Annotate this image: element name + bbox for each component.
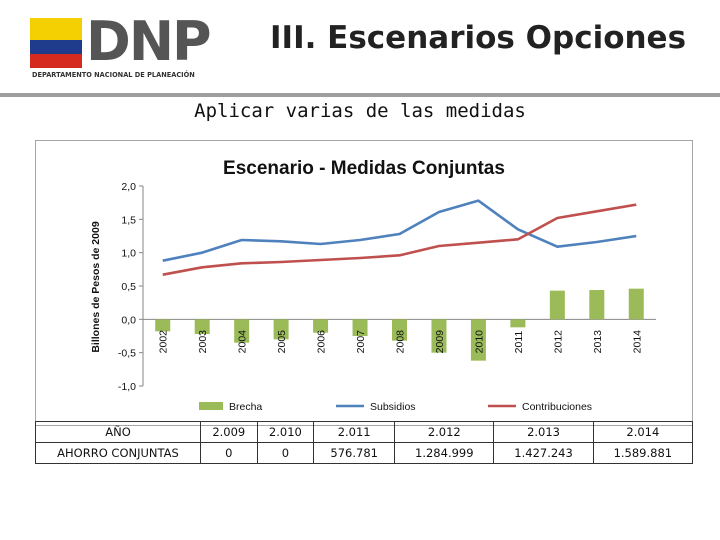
table-cell: 2.011 — [313, 421, 396, 443]
table-cell: 2.012 — [394, 421, 495, 443]
x-tick-label: 2004 — [237, 330, 249, 354]
bar-brecha — [628, 288, 644, 320]
table-cell: 1.589.881 — [592, 442, 694, 464]
x-tick-label: 2014 — [631, 330, 643, 354]
x-tick-label: 2002 — [158, 330, 170, 354]
table-cell: 2.013 — [493, 421, 594, 443]
bar-brecha — [313, 319, 329, 333]
x-tick-label: 2008 — [395, 330, 407, 354]
y-tick-label: 2,0 — [121, 181, 136, 193]
chart: Escenario - Medidas Conjuntas Billones d… — [90, 158, 656, 413]
colombia-flag-icon — [30, 18, 82, 68]
y-tick-label: 0,0 — [121, 314, 136, 326]
slide-subtitle: Aplicar varias de las medidas — [194, 100, 526, 122]
dnp-logo: DNP DEPARTAMENTO NACIONAL DE PLANEACIÓN — [30, 10, 230, 86]
header-divider — [0, 93, 720, 97]
bar-brecha — [470, 319, 486, 361]
table-cell: 1.427.243 — [493, 442, 594, 464]
x-tick-label: 2013 — [592, 330, 604, 354]
bar-brecha — [273, 319, 289, 340]
legend-label: Subsidios — [370, 401, 416, 413]
bar-brecha — [510, 319, 526, 328]
table-cell: 2.009 — [200, 421, 258, 443]
logo-subtitle: DEPARTAMENTO NACIONAL DE PLANEACIÓN — [32, 71, 195, 79]
bar-brecha — [194, 319, 210, 334]
table-cell: 2.014 — [592, 421, 694, 443]
bar-brecha — [431, 319, 447, 353]
bar-brecha — [234, 319, 250, 343]
y-tick-label: 1,5 — [121, 214, 136, 226]
x-tick-label: 2009 — [434, 330, 446, 354]
table-cell: 1.284.999 — [394, 442, 495, 464]
line-contribuciones — [162, 203, 637, 276]
chart-title: Escenario - Medidas Conjuntas — [223, 158, 505, 179]
y-tick-label: 0,5 — [121, 281, 136, 293]
savings-table: AÑO 2.009 2.010 2.011 2.012 2.013 2.014 … — [35, 421, 694, 464]
y-tick-label: -0,5 — [118, 348, 136, 360]
x-tick-label: 2007 — [355, 330, 367, 354]
slide-title: III. Escenarios Opciones — [270, 20, 687, 56]
chart-container: Escenario - Medidas Conjuntas Billones d… — [35, 140, 693, 426]
x-tick-label: 2011 — [513, 331, 525, 354]
y-tick-label: 1,0 — [121, 248, 136, 260]
table-cell: 0 — [256, 442, 315, 464]
table-row: AHORRO CONJUNTAS 0 0 576.781 1.284.999 1… — [35, 442, 694, 464]
table-cell: 0 — [200, 442, 258, 464]
table-cell: 2.010 — [256, 421, 315, 443]
slide-header: DNP DEPARTAMENTO NACIONAL DE PLANEACIÓN … — [0, 0, 720, 95]
bar-brecha — [155, 319, 171, 332]
table-header-cell: AHORRO CONJUNTAS — [35, 442, 201, 464]
legend-label: Brecha — [229, 401, 262, 413]
y-tick-label: -1,0 — [118, 381, 136, 393]
legend-swatch-brecha — [199, 402, 223, 410]
table-cell: 576.781 — [313, 442, 396, 464]
x-tick-label: 2006 — [316, 330, 328, 354]
bar-brecha — [392, 319, 407, 341]
table-header-cell: AÑO — [35, 421, 201, 443]
bar-brecha — [589, 290, 605, 320]
table-row: AÑO 2.009 2.010 2.011 2.012 2.013 2.014 — [35, 421, 694, 443]
x-tick-label: 2012 — [552, 330, 564, 354]
legend-label: Contribuciones — [522, 401, 592, 413]
bar-brecha — [549, 290, 565, 320]
logo-text: DNP — [86, 10, 212, 73]
x-tick-label: 2005 — [276, 330, 288, 354]
line-subsidios — [162, 199, 637, 262]
x-tick-label: 2003 — [197, 330, 209, 354]
bar-brecha — [352, 319, 368, 336]
y-axis-label: Billones de Pesos de 2009 — [90, 221, 102, 352]
x-tick-label: 2010 — [473, 330, 485, 354]
